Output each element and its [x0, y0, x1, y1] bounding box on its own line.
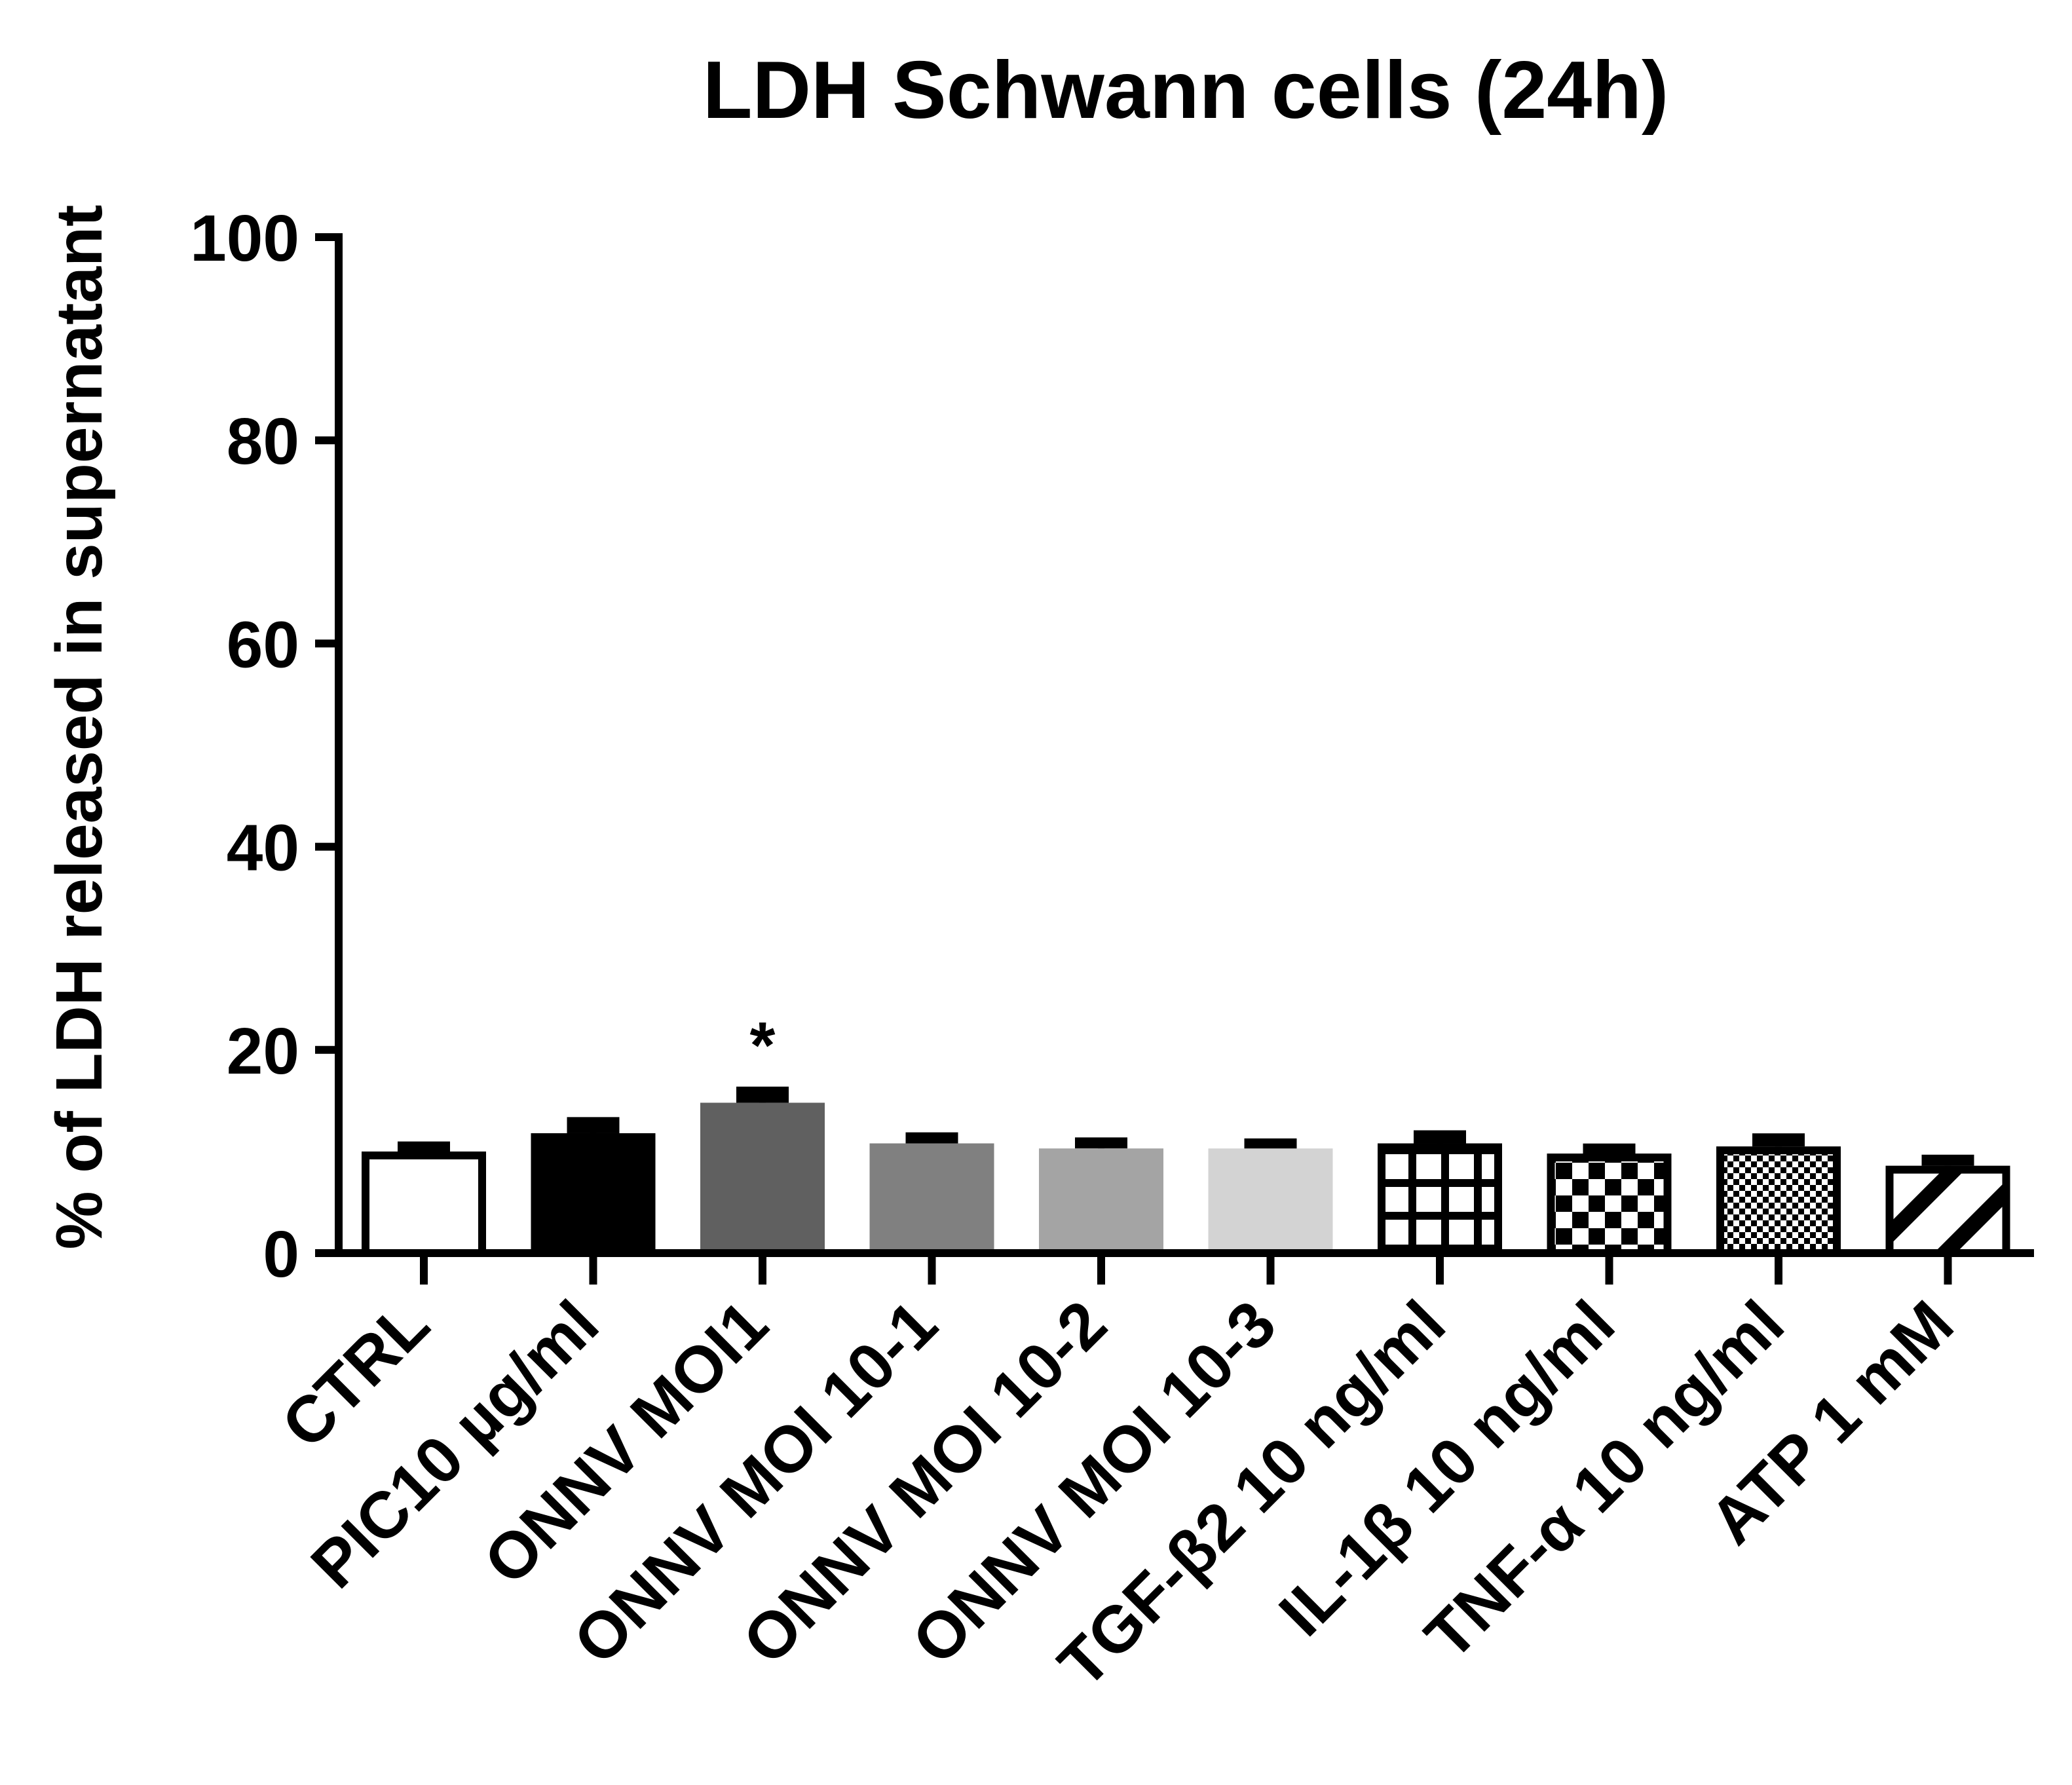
y-tick-label: 100: [190, 202, 299, 275]
significance-marker: *: [750, 1009, 776, 1082]
bar: [1547, 1154, 1672, 1257]
bar: [1378, 1143, 1502, 1257]
y-axis-label: % of LDH released in supernatant: [43, 205, 116, 1250]
bar: [869, 1143, 994, 1253]
bar: [700, 1102, 825, 1253]
error-bar-cap: [1244, 1138, 1297, 1149]
y-tick-label: 20: [227, 1015, 299, 1088]
error-bar-cap: [1752, 1133, 1805, 1147]
bar: [1716, 1146, 1841, 1258]
y-tick-label: 0: [263, 1218, 299, 1291]
bar: [362, 1151, 486, 1258]
y-tick-label: 80: [227, 405, 299, 478]
error-bar-cap: [1075, 1137, 1127, 1149]
error-bar-cap: [398, 1141, 450, 1152]
error-bar-cap: [1921, 1154, 1974, 1166]
error-bar-cap: [905, 1132, 958, 1144]
chart-title: LDH Schwann cells (24h): [703, 45, 1669, 136]
bar: [1039, 1148, 1163, 1253]
y-tick-label: 40: [227, 812, 299, 885]
bar: [531, 1133, 656, 1253]
bar: [1885, 1165, 2010, 1258]
error-bar-cap: [736, 1086, 789, 1103]
error-bar-cap: [1583, 1143, 1636, 1154]
error-bar-cap: [1414, 1130, 1466, 1144]
bar: [1208, 1148, 1333, 1253]
y-tick-label: 60: [227, 608, 299, 681]
error-bar-cap: [567, 1117, 620, 1133]
